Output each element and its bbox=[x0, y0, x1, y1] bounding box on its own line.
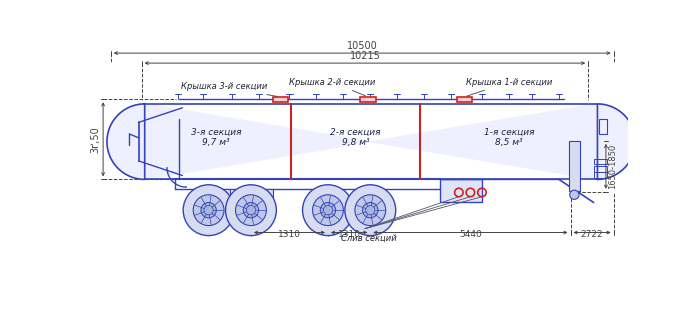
Bar bbox=[569, 141, 580, 191]
Circle shape bbox=[321, 202, 336, 218]
Text: Слив секций: Слив секций bbox=[341, 233, 397, 242]
Circle shape bbox=[201, 202, 216, 218]
Circle shape bbox=[235, 195, 266, 226]
Circle shape bbox=[313, 195, 344, 226]
Circle shape bbox=[355, 195, 386, 226]
Circle shape bbox=[225, 185, 276, 235]
Text: 2722: 2722 bbox=[581, 230, 603, 239]
Circle shape bbox=[244, 202, 259, 218]
Text: 3ґ,50: 3ґ,50 bbox=[91, 126, 101, 153]
Bar bbox=[360, 97, 376, 102]
Text: Крышка 3-й секции: Крышка 3-й секции bbox=[181, 82, 277, 96]
Text: 2-я секция
9,8 м³: 2-я секция 9,8 м³ bbox=[330, 127, 381, 147]
Circle shape bbox=[183, 185, 234, 235]
Bar bbox=[272, 97, 288, 102]
Text: 5440: 5440 bbox=[459, 230, 482, 239]
Text: 1310: 1310 bbox=[278, 230, 301, 239]
Bar bbox=[594, 159, 608, 164]
Bar bbox=[218, 189, 230, 206]
Circle shape bbox=[193, 195, 224, 226]
Text: Крышка 2-й секции: Крышка 2-й секции bbox=[289, 78, 376, 96]
Bar bbox=[599, 119, 607, 134]
Text: 1650-1850: 1650-1850 bbox=[608, 144, 617, 189]
Text: 3-я секция
9,7 м³: 3-я секция 9,7 м³ bbox=[191, 127, 242, 147]
Bar bbox=[360, 189, 372, 206]
Bar bbox=[594, 166, 608, 172]
Text: 10500: 10500 bbox=[346, 41, 377, 51]
Bar bbox=[456, 97, 472, 102]
Circle shape bbox=[363, 202, 378, 218]
Text: 1-я секция
8,5 м³: 1-я секция 8,5 м³ bbox=[484, 127, 534, 147]
Circle shape bbox=[570, 190, 579, 199]
Bar bbox=[260, 189, 272, 206]
Bar bbox=[440, 180, 482, 202]
Polygon shape bbox=[107, 104, 635, 180]
Bar bbox=[594, 172, 608, 178]
Text: 1310: 1310 bbox=[337, 230, 360, 239]
Text: Крышка 1-й секции: Крышка 1-й секции bbox=[466, 78, 552, 96]
Circle shape bbox=[345, 185, 396, 235]
Text: 10215: 10215 bbox=[349, 51, 380, 61]
Bar bbox=[318, 189, 330, 206]
Circle shape bbox=[302, 185, 354, 235]
